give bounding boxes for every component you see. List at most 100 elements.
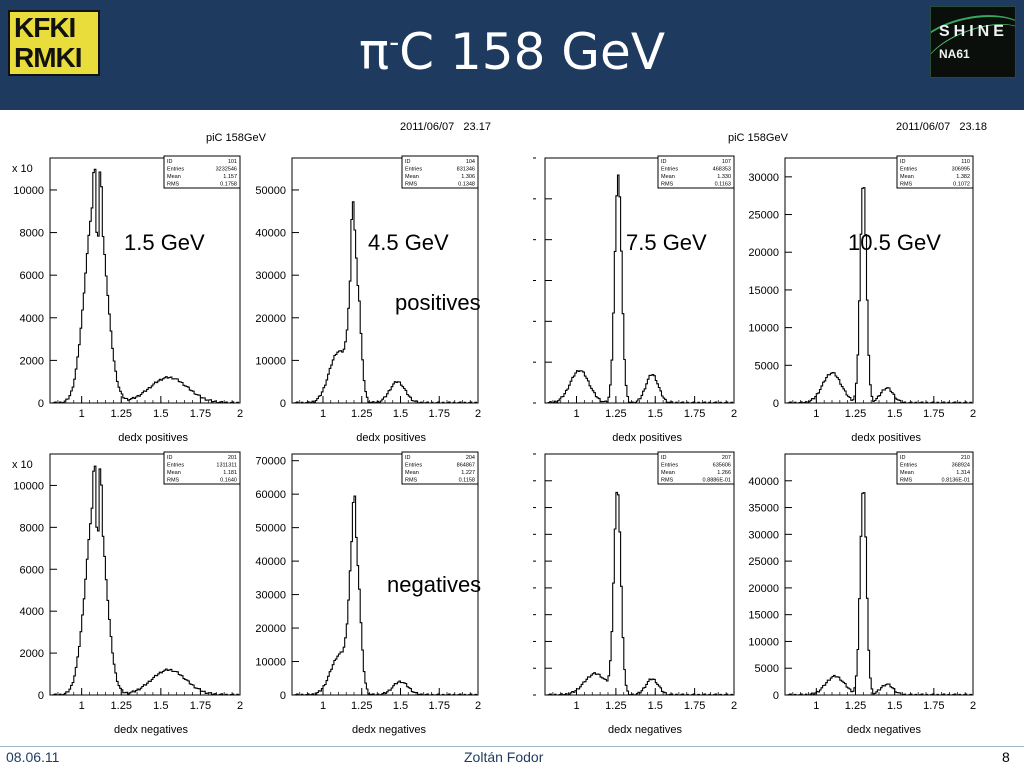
- stats-box: [657, 451, 735, 485]
- x-tick-label: 1.25: [111, 408, 132, 420]
- stats-key: Mean: [167, 470, 181, 476]
- histogram-panel: 1 1.25 1.5 1.75 2 0 10000 20000 30000 40000 50000 6…: [255, 451, 481, 736]
- x-tick-label: 2: [475, 700, 481, 712]
- stats-value: 101: [228, 159, 237, 165]
- x-tick-label: 1: [320, 408, 326, 420]
- histogram-panel: 1 1.25 1.5 1.75 2 0 10000 20000 30000 40000 50000 d…: [255, 155, 481, 444]
- x-tick-label: 1.5: [393, 700, 408, 712]
- y-tick-label: 15000: [748, 285, 779, 297]
- momentum-label-10-5: 10.5 GeV: [848, 230, 941, 255]
- histogram-panel: 1 1.25 1.5 1.75 2 0 2000 4000 6000 8000 10000 x 10 d…: [12, 155, 243, 444]
- histogram-frame: [49, 453, 241, 696]
- stats-key: RMS: [900, 478, 913, 484]
- y-tick-label: 0: [773, 690, 779, 702]
- stats-key: ID: [900, 455, 906, 461]
- y-tick-label: 30000: [748, 172, 779, 184]
- x-tick-label: 1.5: [393, 408, 408, 420]
- x-tick-label: 1.5: [153, 408, 168, 420]
- momentum-label-1-5: 1.5 GeV: [124, 230, 205, 255]
- x-axis-label: dedx positives: [356, 432, 426, 444]
- y-tick-label: 40000: [255, 556, 286, 568]
- x-tick-label: 1: [573, 700, 579, 712]
- stats-box: [163, 155, 241, 189]
- stats-key: RMS: [661, 182, 674, 188]
- y-tick-label: 20000: [748, 583, 779, 595]
- histogram-frame: [784, 157, 974, 404]
- y-tick-label: 20000: [255, 623, 286, 635]
- stats-key: Entries: [405, 463, 422, 469]
- histogram-frame: [784, 453, 974, 696]
- stats-key: Mean: [167, 174, 181, 180]
- kfki-rmki-logo: KFKI RMKI: [8, 10, 100, 76]
- stats-value: 110: [961, 159, 970, 165]
- footer-date: 08.06.11: [6, 749, 60, 765]
- histogram-series-line: [50, 465, 240, 696]
- slide-title: π-C 158 GeV: [0, 20, 1024, 84]
- y-tick-label: 6000: [20, 564, 44, 576]
- stats-key: Mean: [900, 174, 914, 180]
- histogram-panel: 1 1.25 1.5 1.75 2 0 2000 4000 6000 8000 10000 x 10 d…: [12, 451, 243, 736]
- histogram-series-line: [545, 491, 734, 696]
- x-tick-label: 1: [79, 700, 85, 712]
- stats-value: 0.1163: [715, 182, 731, 188]
- y-tick-label: 0: [38, 690, 44, 702]
- y-tick-label: 2000: [20, 355, 44, 367]
- stats-box: [896, 155, 974, 189]
- x-tick-label: 1.5: [887, 408, 902, 420]
- histogram-panel: 1 1.25 1.5 1.75 2 0 5000 10000 15000 20000 25000 30…: [748, 155, 976, 444]
- x-tick-label: 1.25: [845, 408, 866, 420]
- title-rest: C 158 GeV: [399, 23, 666, 81]
- histogram-panel: 1 1.25 1.5 1.75 2 0 5000 10000 15000 20000 25000 30…: [748, 451, 976, 736]
- y-tick-label: 50000: [255, 523, 286, 535]
- y-tick-label: 15000: [748, 610, 779, 622]
- x-tick-label: 1.25: [351, 408, 372, 420]
- canvas-timestamp-right: 2011/06/07 23.18: [896, 121, 987, 133]
- histogram-panels: 1 1.25 1.5 1.75 2 0 2000 4000 6000 8000 10000 x 10 d…: [12, 155, 976, 736]
- title-pi: π: [358, 23, 390, 81]
- stats-box: [896, 451, 974, 485]
- stats-key: Entries: [661, 167, 678, 173]
- stats-value: 1.314: [956, 470, 970, 476]
- stats-key: ID: [167, 455, 173, 461]
- y-tick-label: 10000: [13, 185, 44, 197]
- slide-header: KFKI RMKI π-C 158 GeV SHINE NA61: [0, 0, 1024, 110]
- x-tick-label: 1.75: [684, 408, 705, 420]
- x-tick-label: 2: [475, 408, 481, 420]
- stats-value: 831346: [457, 167, 475, 173]
- stats-key: Entries: [167, 167, 184, 173]
- x-axis-label: dedx positives: [118, 432, 188, 444]
- y-tick-label: 20000: [255, 313, 286, 325]
- stats-key: Mean: [661, 174, 675, 180]
- footer-page-number: 8: [1002, 749, 1010, 765]
- histogram-frame: [49, 157, 241, 404]
- logo-right-line1: SHINE: [939, 23, 1008, 40]
- x-tick-label: 1: [79, 408, 85, 420]
- logo-left-line2: RMKI: [14, 42, 83, 73]
- stats-value: 0.1758: [220, 182, 237, 188]
- x-axis-label: dedx negatives: [114, 724, 188, 736]
- y-multiplier-label: x 10: [12, 163, 33, 175]
- stats-value: 1.330: [717, 174, 731, 180]
- stats-value: 0.1158: [459, 478, 475, 484]
- stats-box: [163, 451, 241, 485]
- x-tick-label: 1.75: [190, 408, 211, 420]
- histogram-panel: 1 1.25 1.5 1.75 2 dedx negatives ID 207 Entries 6…: [533, 451, 737, 736]
- stats-key: RMS: [900, 182, 913, 188]
- stats-value: 0.1640: [220, 478, 237, 484]
- x-tick-label: 1: [320, 700, 326, 712]
- y-tick-label: 50000: [255, 185, 286, 197]
- y-tick-label: 8000: [20, 522, 44, 534]
- y-tick-label: 4000: [20, 313, 44, 325]
- stats-box: [657, 155, 735, 189]
- stats-key: ID: [405, 455, 411, 461]
- stats-value: 1.227: [461, 470, 475, 476]
- stats-key: Mean: [405, 174, 419, 180]
- x-tick-label: 1.5: [648, 408, 663, 420]
- x-tick-label: 1.75: [923, 700, 944, 712]
- canvas-timestamp-left: 2011/06/07 23.17: [400, 121, 491, 133]
- y-tick-label: 10000: [748, 323, 779, 335]
- logo-left-line1: KFKI: [14, 12, 76, 43]
- x-tick-label: 1.5: [153, 700, 168, 712]
- x-tick-label: 1.75: [429, 408, 450, 420]
- y-tick-label: 10000: [13, 480, 44, 492]
